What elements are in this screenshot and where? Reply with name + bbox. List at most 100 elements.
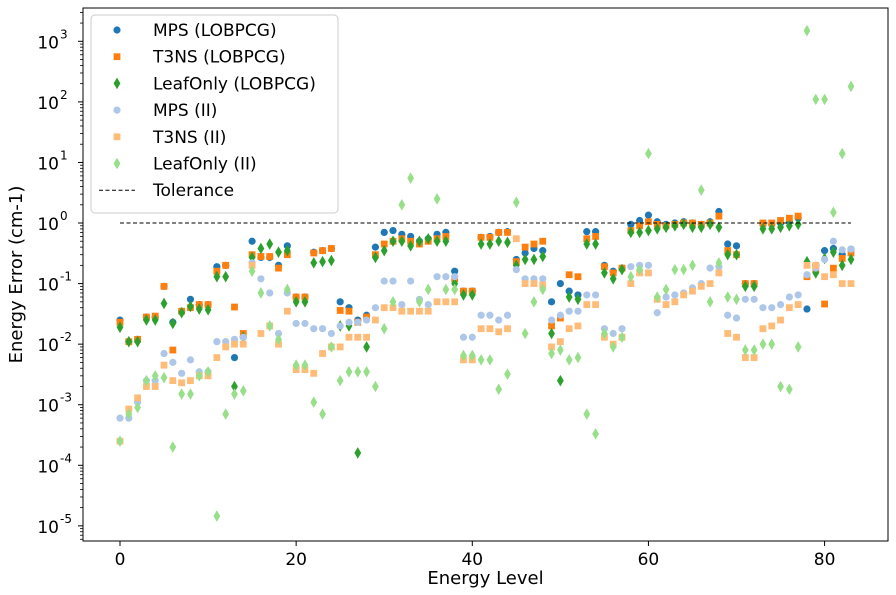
- data-point: [283, 283, 291, 296]
- data-point: [768, 304, 776, 312]
- data-point: [327, 245, 335, 252]
- x-tick-label: 60: [638, 550, 660, 570]
- data-point: [838, 147, 846, 160]
- data-point: [266, 289, 274, 297]
- legend-label: MPS (II): [153, 101, 217, 121]
- data-point: [442, 273, 450, 281]
- data-point: [460, 349, 467, 362]
- data-point: [768, 322, 776, 330]
- data-point: [556, 374, 564, 387]
- data-point: [345, 307, 353, 315]
- data-point: [645, 147, 652, 160]
- data-point: [371, 304, 380, 312]
- data-point: [134, 394, 142, 402]
- data-point: [662, 221, 670, 234]
- data-point: [230, 353, 239, 362]
- data-point: [477, 238, 485, 250]
- data-point: [741, 344, 749, 356]
- data-point: [662, 301, 670, 308]
- data-point: [442, 283, 450, 296]
- data-point: [222, 261, 230, 269]
- legend-label: T3NS (LOBPCG): [152, 48, 286, 68]
- data-point: [266, 238, 274, 250]
- y-axis-label: Energy Error (cm-1): [6, 186, 27, 364]
- data-point: [715, 221, 723, 234]
- data-point: [187, 388, 194, 400]
- y-tick-exponent: -1: [60, 270, 72, 284]
- data-point: [477, 325, 485, 333]
- data-point: [486, 354, 494, 366]
- data-point: [151, 383, 159, 390]
- data-point: [627, 263, 635, 271]
- data-point: [327, 254, 335, 267]
- data-point: [556, 344, 564, 356]
- data-point: [380, 304, 388, 312]
- data-point: [477, 354, 485, 366]
- data-point: [451, 273, 459, 281]
- data-point: [275, 264, 282, 272]
- y-tick-label: 10: [37, 518, 59, 538]
- data-point: [785, 383, 793, 396]
- data-point: [574, 293, 582, 306]
- data-point: [715, 257, 723, 269]
- data-point: [451, 283, 459, 296]
- data-point: [820, 255, 829, 264]
- data-point: [372, 316, 379, 324]
- data-point: [195, 370, 203, 382]
- data-point: [680, 218, 688, 231]
- data-point: [548, 343, 555, 351]
- data-point: [354, 333, 362, 341]
- data-point: [794, 301, 802, 308]
- data-point: [504, 368, 511, 380]
- data-point: [283, 244, 291, 257]
- data-point: [697, 184, 705, 196]
- data-point: [741, 295, 749, 303]
- legend-label: T3NS (II): [152, 128, 226, 148]
- data-point: [362, 316, 371, 324]
- y-tick-label: 10: [37, 397, 59, 417]
- data-point: [592, 428, 599, 440]
- legend-swatch: [113, 157, 121, 170]
- data-point: [777, 316, 784, 324]
- data-point: [143, 383, 150, 390]
- series-leafonly-ii: [116, 24, 855, 522]
- data-point: [715, 212, 723, 220]
- data-point: [556, 311, 564, 319]
- data-point: [504, 228, 511, 236]
- data-point: [486, 238, 494, 250]
- data-point: [829, 206, 837, 219]
- data-point: [354, 365, 362, 378]
- x-tick-label: 80: [814, 550, 836, 570]
- data-point: [724, 248, 732, 261]
- data-point: [213, 338, 221, 346]
- data-point: [416, 235, 423, 248]
- data-point: [636, 222, 644, 230]
- data-point: [645, 224, 652, 237]
- data-point: [468, 349, 476, 362]
- y-tick-label: 10: [37, 94, 59, 114]
- data-point: [398, 198, 406, 211]
- data-point: [292, 296, 300, 308]
- data-point: [134, 335, 142, 348]
- legend-swatch: [113, 53, 121, 61]
- data-point: [574, 273, 582, 281]
- data-point: [477, 233, 485, 241]
- data-point: [442, 298, 450, 306]
- data-point: [741, 280, 749, 293]
- data-point: [336, 298, 344, 306]
- data-point: [548, 347, 555, 360]
- data-point: [460, 289, 467, 301]
- legend-entry-tolerance: Tolerance: [99, 181, 234, 201]
- data-point: [248, 265, 256, 278]
- data-point: [363, 333, 370, 341]
- data-point: [653, 223, 661, 235]
- data-point: [398, 235, 406, 248]
- x-tick-label: 20: [285, 550, 307, 570]
- data-point: [504, 325, 511, 333]
- y-tick-exponent: -2: [60, 330, 72, 344]
- data-point: [627, 270, 635, 283]
- data-point: [821, 93, 828, 106]
- data-point: [169, 358, 177, 366]
